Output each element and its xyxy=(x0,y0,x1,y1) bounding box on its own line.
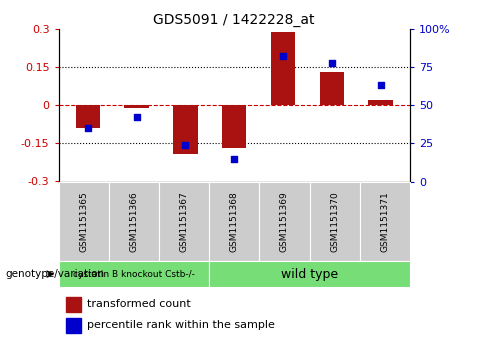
Text: transformed count: transformed count xyxy=(87,299,190,309)
Bar xyxy=(320,72,344,105)
Point xyxy=(133,115,141,121)
Bar xyxy=(271,32,295,105)
Text: percentile rank within the sample: percentile rank within the sample xyxy=(87,320,275,330)
Bar xyxy=(173,105,198,154)
Bar xyxy=(65,318,81,333)
Bar xyxy=(124,105,149,108)
Point xyxy=(279,54,287,60)
Point xyxy=(182,142,189,148)
Text: GSM1151369: GSM1151369 xyxy=(280,191,289,252)
Point xyxy=(84,125,92,131)
Point xyxy=(377,82,385,88)
Text: cystatin B knockout Cstb-/-: cystatin B knockout Cstb-/- xyxy=(73,270,195,278)
Text: GSM1151366: GSM1151366 xyxy=(129,191,139,252)
Point xyxy=(328,60,336,65)
Bar xyxy=(65,297,81,311)
Text: GSM1151371: GSM1151371 xyxy=(380,191,389,252)
Bar xyxy=(76,105,100,128)
Text: GSM1151368: GSM1151368 xyxy=(230,191,239,252)
Text: GSM1151365: GSM1151365 xyxy=(79,191,88,252)
Text: wild type: wild type xyxy=(281,268,338,281)
Text: GSM1151370: GSM1151370 xyxy=(330,191,339,252)
Title: GDS5091 / 1422228_at: GDS5091 / 1422228_at xyxy=(154,13,315,26)
Text: GSM1151367: GSM1151367 xyxy=(180,191,188,252)
Text: genotype/variation: genotype/variation xyxy=(5,269,104,279)
Bar xyxy=(222,105,246,148)
Point xyxy=(230,156,238,162)
Bar xyxy=(368,100,393,105)
